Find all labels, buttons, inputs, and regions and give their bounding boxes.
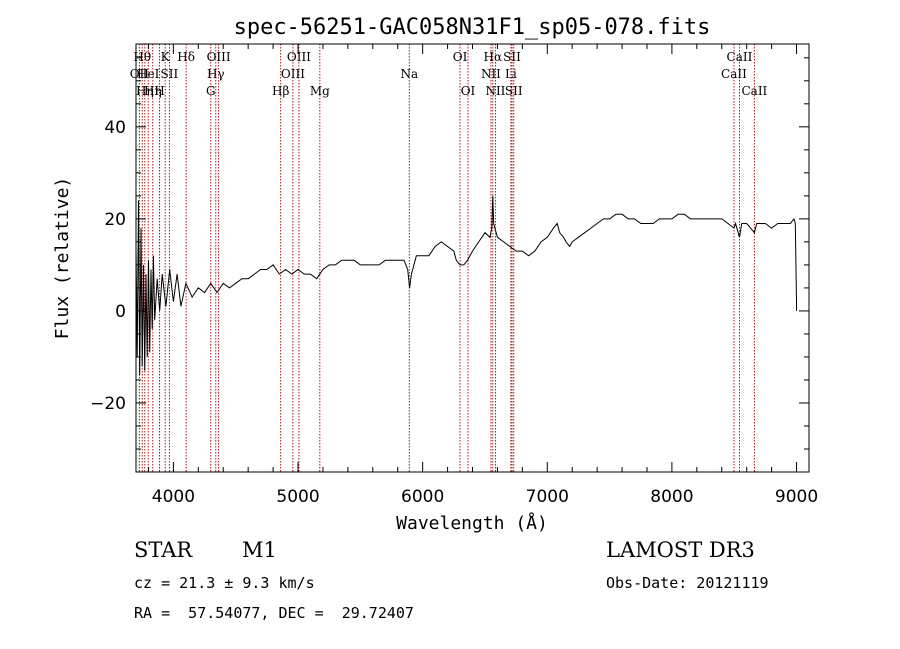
y-axis-label: Flux (relative)	[52, 177, 73, 340]
line-label-8: Hδ	[177, 50, 195, 64]
line-label-23: SII	[503, 50, 521, 64]
x-axis-label: Wavelength (Å)	[396, 512, 548, 534]
survey-name: LAMOST DR3	[606, 538, 755, 562]
line-label-19: NII	[481, 67, 501, 81]
line-label-9: G	[206, 84, 216, 98]
line-label-16: Na	[400, 67, 418, 81]
y-tick-label: −20	[90, 394, 126, 414]
line-label-15: Mg	[310, 84, 330, 98]
x-tick-label: 9000	[775, 487, 818, 507]
redshift-velocity: cz = 21.3 ± 9.3 km/s	[134, 574, 315, 592]
line-label-14: OIII	[287, 50, 311, 64]
y-tick-label: 0	[115, 302, 126, 322]
coordinates: RA = 57.54077, DEC = 29.72407	[134, 604, 414, 622]
plot-frame	[135, 43, 810, 473]
x-tick-label: 4000	[152, 487, 195, 507]
line-label-25: CaII	[721, 67, 747, 81]
line-label-11: OIII	[207, 50, 231, 64]
spectral-line-markers	[138, 44, 755, 472]
line-label-18: OI	[461, 84, 476, 98]
line-label-2: Hη	[136, 84, 154, 98]
line-label-27: CaII	[741, 84, 767, 98]
object-class: STAR	[134, 538, 193, 562]
observation-date: Obs-Date: 20121119	[606, 574, 769, 592]
line-label-3: HeI	[137, 67, 160, 81]
line-label-13: OIII	[281, 67, 305, 81]
chart-title: spec-56251-GAC058N31F1_sp05-078.fits	[234, 15, 711, 40]
x-axis-ticks: 4000 5000 6000 7000 8000 9000	[147, 44, 818, 507]
line-label-4: Hη	[144, 84, 162, 98]
y-tick-label: 20	[104, 210, 126, 230]
x-tick-label: 8000	[650, 487, 693, 507]
y-axis-ticks: −20 0 20 40	[90, 57, 809, 450]
x-tick-label: 5000	[276, 487, 319, 507]
spectrum-trace	[135, 195, 797, 376]
line-label-1: Hθ	[133, 50, 151, 64]
line-label-17: OI	[453, 50, 468, 64]
line-label-24: SII	[505, 84, 523, 98]
line-label-12: Hβ	[272, 84, 289, 98]
object-subclass: M1	[242, 538, 277, 562]
line-label-0: OII	[130, 67, 150, 81]
spectral-line-labels: OII Hθ Hη HeI HηH K SII Hδ G Hγ OIII Hβ OIII OIII Mg Na…	[130, 50, 768, 98]
line-label-22: Li	[505, 67, 517, 81]
line-label-26: CaII	[727, 50, 753, 64]
x-tick-label: 6000	[401, 487, 444, 507]
line-label-10: Hγ	[207, 67, 225, 81]
line-label-21: NII	[485, 84, 505, 98]
line-label-6: K	[161, 50, 171, 64]
line-label-7: SII	[161, 67, 179, 81]
line-label-20: Hα	[484, 50, 503, 64]
x-tick-label: 7000	[526, 487, 569, 507]
line-label-5: H	[154, 84, 164, 98]
y-tick-label: 40	[104, 118, 126, 138]
